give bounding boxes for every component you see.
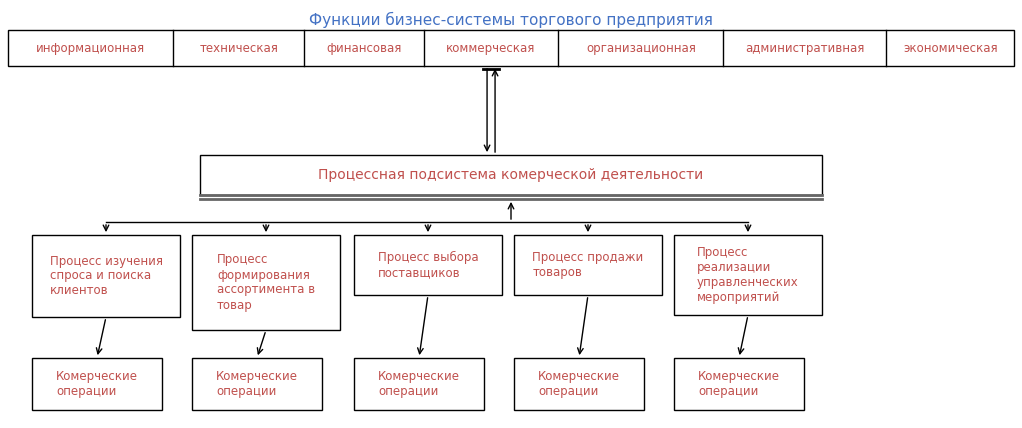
- Text: экономическая: экономическая: [902, 42, 997, 54]
- Text: Комерческие
операции: Комерческие операции: [56, 370, 138, 398]
- Text: Функции бизнес-системы торгового предприятия: Функции бизнес-системы торгового предпри…: [309, 12, 713, 28]
- FancyBboxPatch shape: [354, 358, 484, 410]
- FancyBboxPatch shape: [514, 235, 662, 295]
- Text: коммерческая: коммерческая: [447, 42, 536, 54]
- Text: административная: административная: [745, 42, 865, 54]
- FancyBboxPatch shape: [673, 235, 822, 315]
- FancyBboxPatch shape: [192, 235, 340, 330]
- Text: информационная: информационная: [36, 42, 145, 54]
- Text: Процесс изучения
спроса и поиска
клиентов: Процесс изучения спроса и поиска клиенто…: [49, 255, 162, 297]
- Text: техническая: техническая: [199, 42, 278, 54]
- Text: Комерческие
операции: Комерческие операции: [698, 370, 780, 398]
- Text: Процесс продажи
товаров: Процесс продажи товаров: [532, 251, 644, 279]
- Text: организационная: организационная: [586, 42, 696, 54]
- FancyBboxPatch shape: [200, 155, 822, 195]
- Text: Комерческие
операции: Комерческие операции: [216, 370, 298, 398]
- FancyBboxPatch shape: [354, 235, 502, 295]
- FancyBboxPatch shape: [514, 358, 644, 410]
- Text: Комерческие
операции: Комерческие операции: [538, 370, 620, 398]
- FancyBboxPatch shape: [32, 235, 180, 317]
- FancyBboxPatch shape: [673, 358, 804, 410]
- Text: Процесс
реализации
управленческих
мероприятий: Процесс реализации управленческих меропр…: [697, 246, 799, 304]
- Text: финансовая: финансовая: [326, 42, 402, 54]
- Text: Процессная подсистема комерческой деятельности: Процессная подсистема комерческой деятел…: [319, 168, 703, 182]
- Text: Процесс
формирования
ассортимента в
товар: Процесс формирования ассортимента в това…: [217, 253, 315, 312]
- FancyBboxPatch shape: [192, 358, 322, 410]
- Text: Комерческие
операции: Комерческие операции: [378, 370, 460, 398]
- FancyBboxPatch shape: [32, 358, 162, 410]
- Text: Процесс выбора
поставщиков: Процесс выбора поставщиков: [378, 251, 478, 279]
- FancyBboxPatch shape: [8, 30, 1014, 66]
